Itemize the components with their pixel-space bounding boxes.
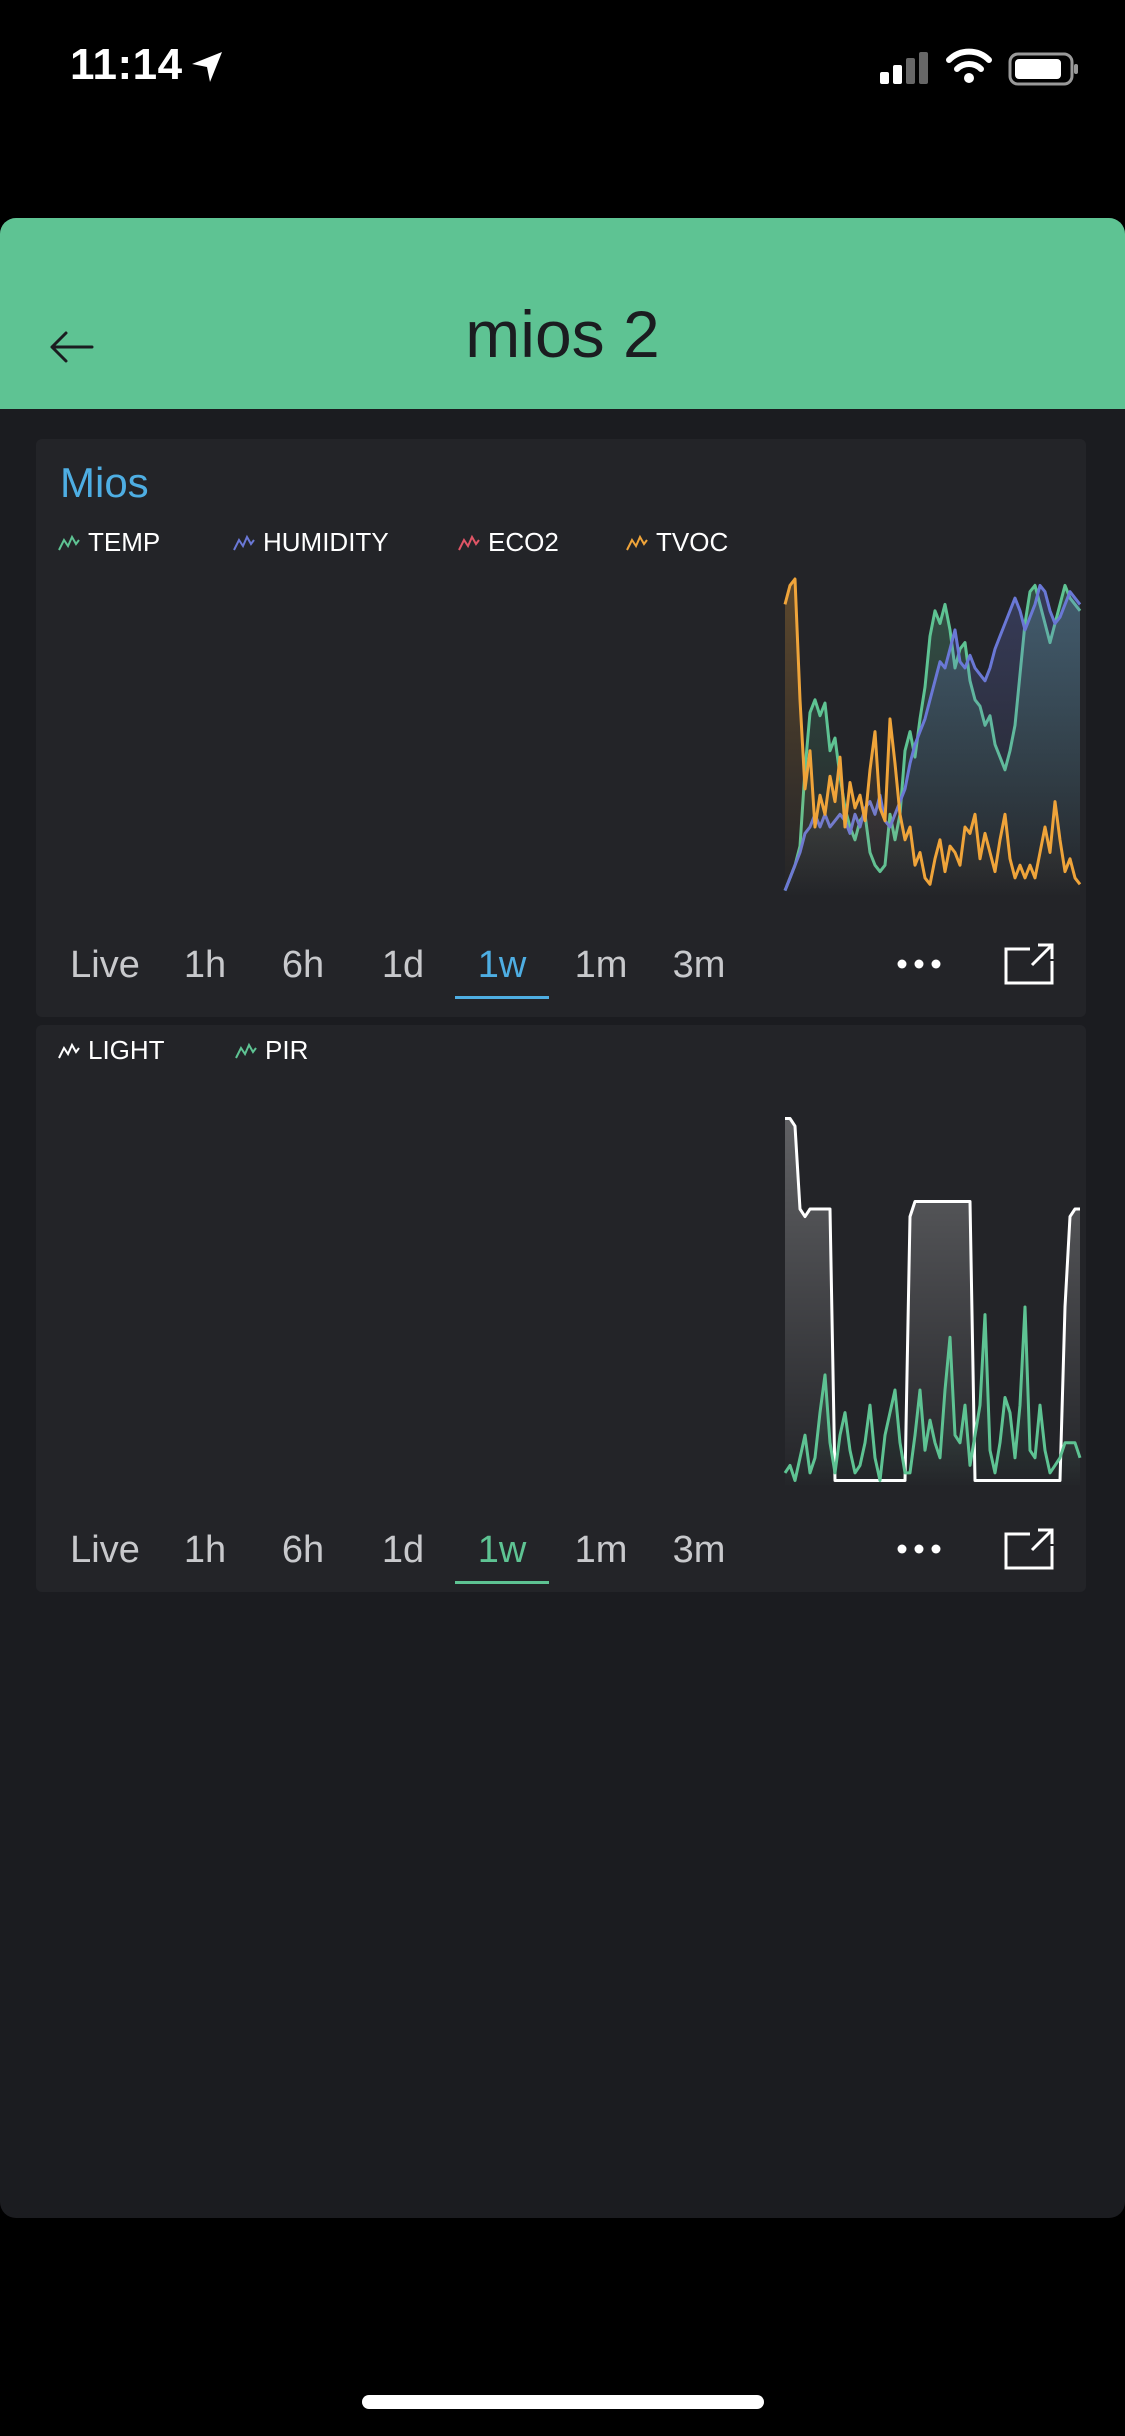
legend-label: ECO2 (488, 527, 559, 557)
battery-icon (1008, 52, 1078, 86)
range-3m[interactable]: 3m (672, 1529, 726, 1571)
line-chart-icon (233, 534, 255, 550)
series-area-light (785, 1118, 1080, 1488)
line-chart-icon (626, 534, 648, 550)
range-6h[interactable]: 6h (281, 1529, 325, 1571)
active-underline (455, 996, 549, 999)
line-chart-icon (58, 534, 80, 550)
range-1d[interactable]: 1d (381, 1529, 425, 1571)
range-1m[interactable]: 1m (574, 1529, 628, 1571)
series-line-temp (783, 583, 1082, 892)
home-indicator (362, 2395, 764, 2409)
legend-temp[interactable]: TEMP (58, 527, 160, 558)
fullscreen-icon[interactable] (1002, 937, 1058, 993)
legend-eco2[interactable]: ECO2 (458, 527, 559, 558)
range-live[interactable]: Live (70, 944, 140, 986)
chart-plot-area[interactable] (36, 1073, 1086, 1493)
active-underline (455, 1581, 549, 1584)
series-area-pir (785, 1307, 1080, 1488)
series-line-tvoc (783, 577, 1082, 886)
chart-card-light-pir: LIGHT PIR Live 1h 6h 1d 1w 1m 3m (36, 1025, 1086, 1592)
range-1m[interactable]: 1m (574, 944, 628, 986)
wifi-icon (946, 48, 992, 83)
range-1h[interactable]: 1h (183, 1529, 227, 1571)
legend-pir[interactable]: PIR (235, 1035, 308, 1066)
more-options-icon[interactable] (894, 949, 944, 979)
range-1w[interactable]: 1w (455, 1522, 549, 1584)
line-chart-icon (235, 1042, 257, 1058)
range-1d[interactable]: 1d (381, 944, 425, 986)
chart-plot-area[interactable] (36, 569, 1086, 909)
fullscreen-icon[interactable] (1002, 1522, 1058, 1578)
series-area-tvoc (785, 579, 1080, 897)
range-selector: Live 1h 6h 1d 1w 1m 3m (36, 937, 1086, 999)
legend-label: PIR (265, 1035, 309, 1065)
page-title: mios 2 (465, 297, 660, 371)
clock: 11:14 (70, 40, 183, 89)
legend-label: HUMIDITY (263, 527, 389, 557)
more-options-icon[interactable] (894, 1534, 944, 1564)
legend-label: TVOC (656, 527, 729, 557)
range-label: 1w (477, 1529, 527, 1571)
chart-title: Mios (60, 459, 149, 506)
line-chart-icon (58, 1042, 80, 1058)
range-3m[interactable]: 3m (672, 944, 726, 986)
range-1h[interactable]: 1h (183, 944, 227, 986)
range-6h[interactable]: 6h (281, 944, 325, 986)
range-label: 1w (477, 944, 527, 986)
legend-humidity[interactable]: HUMIDITY (233, 527, 389, 558)
series-line-pir (783, 1305, 1082, 1482)
header-bar: mios 2 (0, 218, 1125, 409)
location-arrow-icon (192, 52, 222, 82)
legend-tvoc[interactable]: TVOC (626, 527, 728, 558)
chart-card-mios: Mios TEMP HUMIDITY ECO2 TVOC Live 1h 6 (36, 439, 1086, 1017)
range-live[interactable]: Live (70, 1529, 140, 1571)
legend-light[interactable]: LIGHT (58, 1035, 165, 1066)
legend-label: LIGHT (88, 1035, 165, 1065)
range-selector: Live 1h 6h 1d 1w 1m 3m (36, 1522, 1086, 1584)
cellular-signal-icon (880, 52, 928, 84)
back-arrow-icon[interactable] (48, 322, 98, 372)
legend-label: TEMP (88, 527, 161, 557)
line-chart-icon (458, 534, 480, 550)
range-1w[interactable]: 1w (455, 937, 549, 999)
status-bar: 11:14 (0, 0, 1125, 140)
app-screen: mios 2 Mios TEMP HUMIDITY ECO2 TVOC (0, 218, 1125, 2218)
